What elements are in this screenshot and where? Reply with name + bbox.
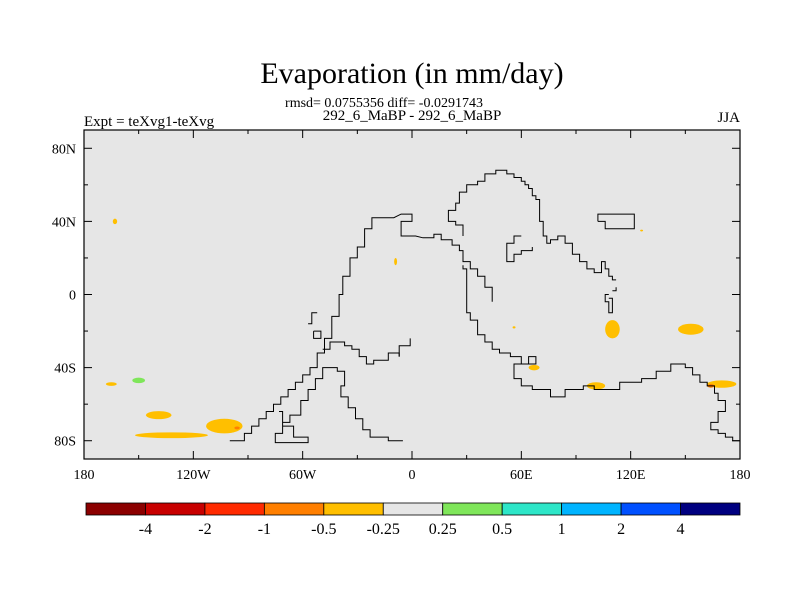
- axis-ticks: 180 120W 60W 0 60E 120E 180 80N 40N 0 40S 80S: [52, 130, 751, 483]
- anomaly-patch: [135, 432, 208, 439]
- colorbar-swatch: [145, 502, 206, 516]
- coastline: [313, 330, 322, 339]
- x-tick-label: 60E: [510, 468, 533, 483]
- coastline: [229, 213, 493, 442]
- coastline: [506, 235, 533, 263]
- experiment-label: Expt = teXvg1-teXvg: [84, 114, 215, 130]
- anomaly-patch: [605, 320, 620, 339]
- colorbar-label: -0.25: [367, 521, 400, 538]
- anomaly-patch: [105, 382, 117, 386]
- colorbar-swatch: [382, 502, 444, 516]
- y-tick-label: 40N: [52, 215, 76, 230]
- coastline: [597, 213, 635, 230]
- colorbar-swatch: [442, 502, 503, 516]
- y-tick-label: 0: [69, 289, 76, 304]
- season-label: JJA: [717, 110, 740, 126]
- anomaly-patch: [145, 411, 172, 420]
- colorbar-label: 0.25: [429, 521, 457, 538]
- coastline: [274, 367, 403, 444]
- colorbar-label: -0.5: [311, 521, 336, 538]
- y-tick-label: 80S: [54, 435, 76, 450]
- coastline: [462, 265, 740, 442]
- anomaly-patch: [234, 426, 240, 430]
- anomaly-patch: [206, 418, 243, 434]
- colorbar-label: 4: [677, 521, 685, 538]
- x-tick-label: 180: [730, 468, 751, 483]
- anomaly-patch: [394, 257, 398, 266]
- y-tick-label: 80N: [52, 142, 76, 157]
- coastline-layer: [229, 169, 740, 444]
- colorbar-label: -2: [198, 521, 211, 538]
- anomaly-patch: [586, 382, 606, 390]
- coastline: [447, 169, 617, 281]
- colorbar-swatch: [323, 502, 384, 516]
- coastline: [322, 341, 400, 365]
- anomaly-patch: [640, 229, 644, 232]
- anomaly-patch: [112, 218, 118, 225]
- colorbar-label: 2: [617, 521, 625, 538]
- chart-subtitle: 292_6_MaBP - 292_6_MaBP: [323, 108, 502, 124]
- colorbar-swatch: [620, 502, 681, 516]
- x-tick-label: 120W: [176, 468, 211, 483]
- coastline: [308, 312, 318, 325]
- colorbar-swatch: [85, 502, 146, 516]
- coastline: [612, 287, 617, 292]
- coastline: [398, 338, 411, 357]
- anomaly-patch: [678, 323, 704, 335]
- map-background: [84, 130, 740, 459]
- colorbar: -4 -2 -1 -0.5 -0.25 0.25 0.5 1 2 4: [85, 502, 741, 538]
- colorbar-swatch: [680, 502, 741, 516]
- colorbar-swatch: [263, 502, 325, 516]
- anomaly-patch: [528, 364, 540, 371]
- colorbar-swatch: [501, 502, 563, 516]
- colorbar-label: -4: [139, 521, 152, 538]
- x-tick-label: 180: [74, 468, 95, 483]
- coastline: [604, 294, 613, 314]
- colorbar-swatch: [561, 502, 622, 516]
- colorbar-label: 0.5: [492, 521, 512, 538]
- anomaly-patch: [512, 326, 516, 329]
- chart-title: Evaporation (in mm/day): [260, 57, 563, 90]
- colorbar-swatch: [204, 502, 265, 516]
- anomaly-patch: [132, 377, 146, 384]
- x-tick-label: 120E: [616, 468, 646, 483]
- chart-stats: rmsd= 0.0755356 diff= -0.0291743: [285, 96, 483, 111]
- colorbar-label: -1: [258, 521, 271, 538]
- x-tick-label: 60W: [289, 468, 317, 483]
- colorbar-label: 1: [558, 521, 566, 538]
- y-tick-label: 40S: [54, 362, 76, 377]
- x-tick-label: 0: [409, 468, 416, 483]
